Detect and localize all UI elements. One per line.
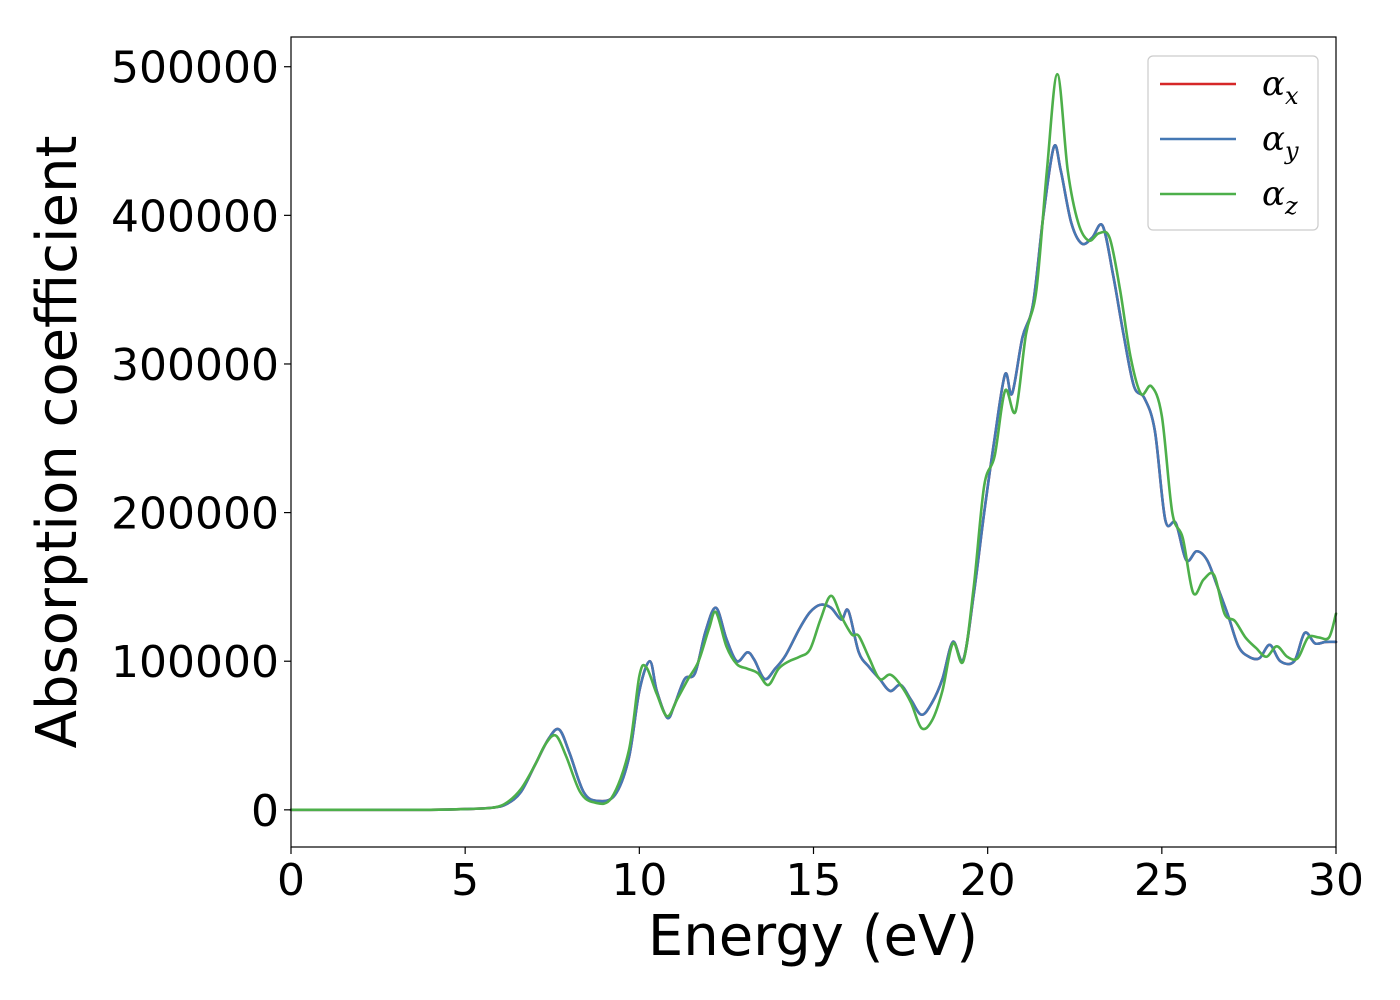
legend-label-subscript: z [1284,192,1298,220]
legend-label-y: αy [1262,119,1299,165]
legend-label-base: α [1262,174,1285,214]
y-tick-label: 200000 [111,489,279,540]
y-tick-label: 500000 [111,43,279,94]
x-tick-label: 25 [1134,855,1190,906]
x-tick-label: 15 [786,855,842,906]
y-axis-title: Absorption coefficient [25,136,90,749]
x-tick-label: 10 [611,855,667,906]
x-tick-label: 30 [1308,855,1364,906]
x-axis-title: Energy (eV) [648,904,978,969]
legend-label-subscript: x [1285,82,1299,110]
y-tick-label: 300000 [111,340,279,391]
series-line-z [289,72,1338,812]
legend-label-z: αz [1262,174,1298,220]
x-tick-label: 20 [960,855,1016,906]
legend-label-base: α [1262,64,1285,104]
x-axis: 0 5 10 15 20 25 30 [277,847,1364,906]
legend-label-subscript: y [1284,137,1299,165]
y-tick-label: 0 [251,786,279,837]
y-tick-label: 100000 [111,637,279,688]
x-tick-label: 0 [277,855,305,906]
legend-label-base: α [1262,119,1285,159]
y-tick-label: 400000 [111,191,279,242]
series-layer [289,72,1338,812]
legend-label-x: αx [1262,64,1299,110]
legend-box [1147,55,1319,231]
y-axis: 0 100000 200000 300000 400000 500000 [111,43,291,837]
x-tick-label: 5 [451,855,479,906]
